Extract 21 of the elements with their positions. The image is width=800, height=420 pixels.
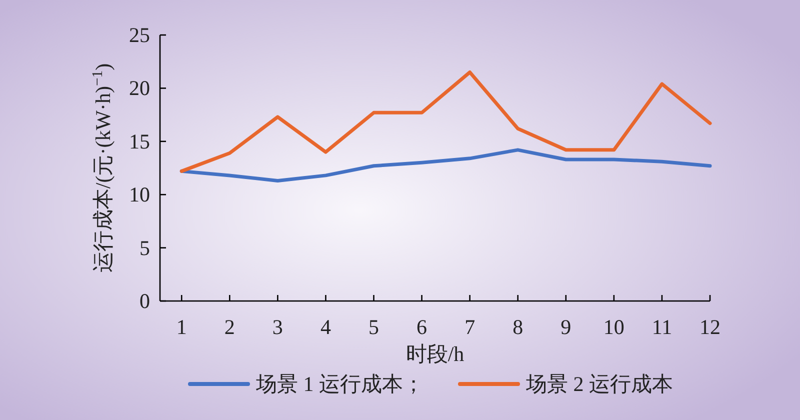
x-tick-label: 7: [464, 315, 476, 339]
x-tick-label: 10: [603, 315, 624, 339]
legend-label: 场景 1 运行成本；: [255, 372, 424, 396]
legend-label: 场景 2 运行成本: [525, 372, 673, 396]
x-tick-label: 6: [416, 315, 428, 339]
y-tick-label: 10: [129, 182, 150, 207]
y-tick-label: 15: [129, 129, 150, 154]
y-tick-label: 20: [129, 76, 150, 100]
x-tick-label: 11: [652, 315, 672, 339]
y-tick-label: 0: [140, 289, 150, 313]
x-tick-label: 5: [368, 315, 380, 339]
y-tick-label: 25: [129, 23, 150, 47]
x-tick-label: 8: [512, 315, 524, 339]
x-tick-label: 12: [700, 315, 720, 339]
x-tick-label: 9: [560, 315, 572, 339]
y-tick-label: 5: [140, 236, 150, 260]
x-tick-label: 3: [272, 315, 283, 339]
x-tick-label: 4: [320, 315, 332, 339]
x-tick-label: 2: [224, 315, 235, 339]
x-tick-label: 1: [176, 315, 187, 339]
x-axis-title: 时段/h: [406, 342, 465, 366]
